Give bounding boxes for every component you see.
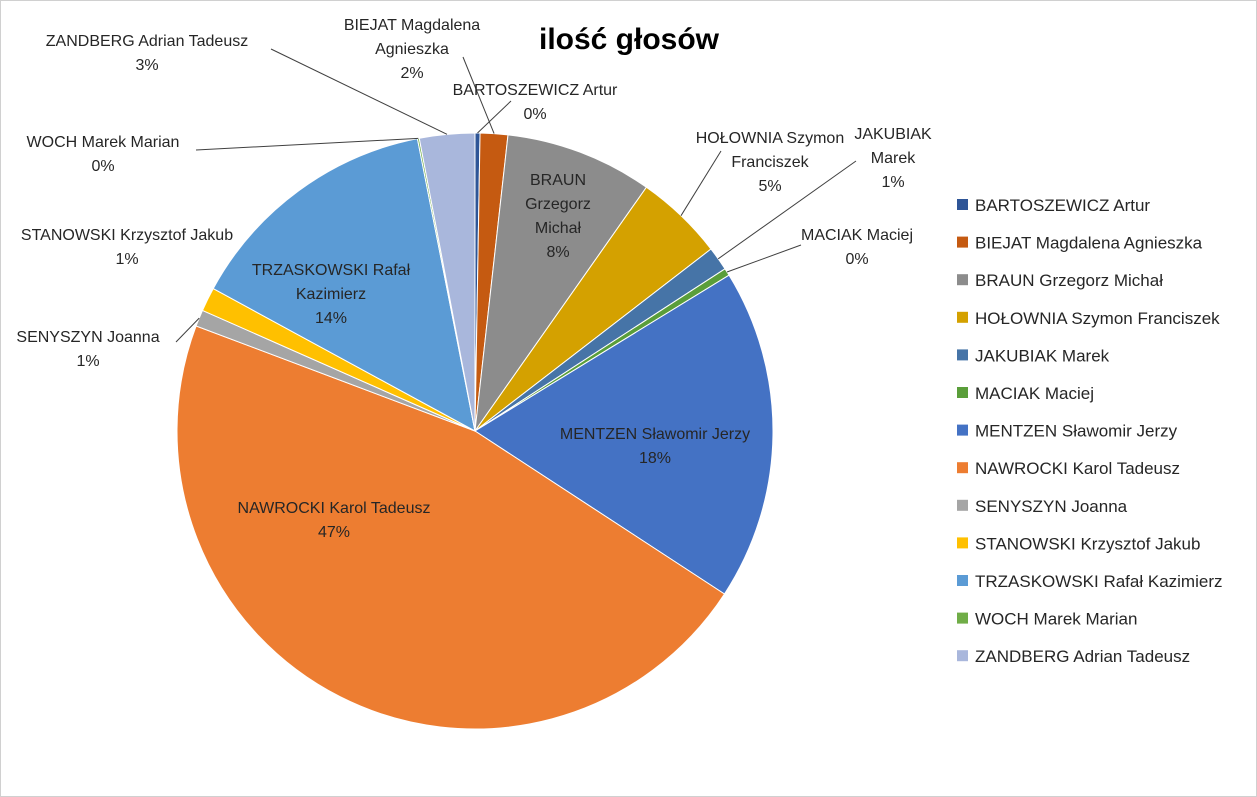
legend-swatch: [957, 311, 968, 323]
data-label-line: BIEJAT Magdalena: [344, 17, 480, 34]
data-label: STANOWSKI Krzysztof Jakub 1%: [21, 227, 233, 268]
data-label: MACIAK Maciej 0%: [801, 227, 913, 268]
legend-entry: STANOWSKI Krzysztof Jakub: [975, 534, 1200, 553]
data-labels: BARTOSZEWICZ Artur 0% BIEJAT Magdalena Agni…: [16, 17, 932, 541]
data-label: BARTOSZEWICZ Artur 0%: [453, 82, 618, 123]
data-label-line: Michał: [535, 220, 582, 237]
leader-line: [680, 150, 722, 216]
legend-swatch: [957, 424, 968, 436]
data-label-line: TRZASKOWSKI Rafał: [252, 262, 411, 279]
data-label-line: WOCH Marek Marian: [27, 134, 180, 151]
data-label-line: 0%: [845, 251, 868, 268]
legend-swatch: [957, 575, 968, 586]
data-label: TRZASKOWSKI Rafał Kazimierz 14%: [252, 262, 411, 327]
data-label-line: 47%: [318, 524, 350, 541]
legend-swatch: [957, 462, 968, 474]
legend-entry: MACIAK Maciej: [975, 384, 1094, 403]
data-label-line: Kazimierz: [296, 286, 366, 303]
data-label-line: BARTOSZEWICZ Artur: [453, 82, 618, 99]
legend: BARTOSZEWICZ Artur BIEJAT Magdalena Agnie…: [957, 196, 1223, 666]
data-label-line: Agnieszka: [375, 41, 449, 58]
legend-entry: MENTZEN Sławomir Jerzy: [975, 422, 1178, 441]
leader-line: [462, 56, 495, 134]
data-label-line: SENYSZYN Joanna: [16, 329, 159, 346]
data-label-line: STANOWSKI Krzysztof Jakub: [21, 227, 233, 244]
legend-swatch: [957, 236, 968, 248]
data-label-line: 5%: [758, 178, 781, 195]
pie-slice: [474, 134, 648, 432]
data-label-line: 14%: [315, 310, 347, 327]
legend-entry: WOCH Marek Marian: [975, 610, 1137, 629]
legend-entry: JAKUBIAK Marek: [975, 346, 1110, 365]
data-label-line: Marek: [871, 150, 916, 167]
data-label: MENTZEN Sławomir Jerzy 18%: [560, 426, 750, 467]
pie-slice: [474, 274, 774, 595]
legend-entry: BIEJAT Magdalena Agnieszka: [975, 234, 1203, 253]
legend-entry: SENYSZYN Joanna: [975, 497, 1128, 516]
pie-slices: [176, 132, 774, 730]
data-label-line: ZANDBERG Adrian Tadeusz: [46, 33, 248, 50]
data-label-line: 8%: [546, 244, 569, 261]
data-label-line: 0%: [91, 158, 114, 175]
chart-title: ilość głosów: [539, 23, 720, 56]
data-label-line: Grzegorz: [525, 196, 591, 213]
data-label-line: JAKUBIAK: [854, 126, 932, 143]
legend-swatch: [957, 650, 968, 662]
data-label: JAKUBIAK Marek 1%: [854, 126, 932, 191]
leader-lines: [175, 48, 857, 343]
data-label-line: NAWROCKI Karol Tadeusz: [238, 500, 431, 517]
pie-slice: [212, 138, 476, 432]
data-label-line: MACIAK Maciej: [801, 227, 913, 244]
legend-swatch: [957, 199, 968, 210]
legend-swatch: [957, 537, 968, 549]
leader-line: [726, 244, 802, 273]
legend-entry: BRAUN Grzegorz Michał: [975, 271, 1163, 290]
data-label-line: 2%: [400, 65, 423, 82]
leader-line: [717, 160, 857, 260]
legend-entry: ZANDBERG Adrian Tadeusz: [975, 647, 1190, 666]
data-label-line: 3%: [135, 57, 158, 74]
legend-entry: BARTOSZEWICZ Artur: [975, 196, 1150, 215]
data-label-line: MENTZEN Sławomir Jerzy: [560, 426, 750, 443]
data-label-line: 0%: [523, 106, 546, 123]
data-label: BRAUN Grzegorz Michał 8%: [525, 172, 591, 261]
leader-line: [270, 48, 448, 135]
pie-slice: [418, 132, 476, 432]
legend-swatch: [957, 387, 968, 398]
data-label-line: 1%: [115, 251, 138, 268]
legend-entry: HOŁOWNIA Szymon Franciszek: [975, 309, 1220, 328]
data-label-line: HOŁOWNIA Szymon: [696, 130, 844, 147]
data-label-line: 1%: [76, 353, 99, 370]
data-label-line: 1%: [881, 174, 904, 191]
leader-line: [195, 137, 419, 151]
data-label-line: 18%: [639, 450, 671, 467]
legend-swatch: [957, 274, 968, 286]
pie-slice: [176, 325, 726, 730]
legend-swatch: [957, 612, 968, 624]
data-label: SENYSZYN Joanna 1%: [16, 329, 159, 370]
legend-entry: NAWROCKI Karol Tadeusz: [975, 459, 1180, 478]
legend-entry: TRZASKOWSKI Rafał Kazimierz: [975, 572, 1223, 591]
data-label-line: Franciszek: [731, 154, 809, 171]
data-label: ZANDBERG Adrian Tadeusz 3%: [46, 33, 248, 74]
data-label: NAWROCKI Karol Tadeusz 47%: [238, 500, 431, 541]
data-label: BIEJAT Magdalena Agnieszka 2%: [344, 17, 480, 82]
legend-swatch: [957, 499, 968, 511]
data-label: WOCH Marek Marian 0%: [27, 134, 180, 175]
data-label: HOŁOWNIA Szymon Franciszek 5%: [696, 130, 844, 195]
legend-swatch: [957, 349, 968, 361]
leader-line: [477, 100, 512, 134]
leader-line: [175, 317, 200, 343]
data-label-line: BRAUN: [530, 172, 586, 189]
